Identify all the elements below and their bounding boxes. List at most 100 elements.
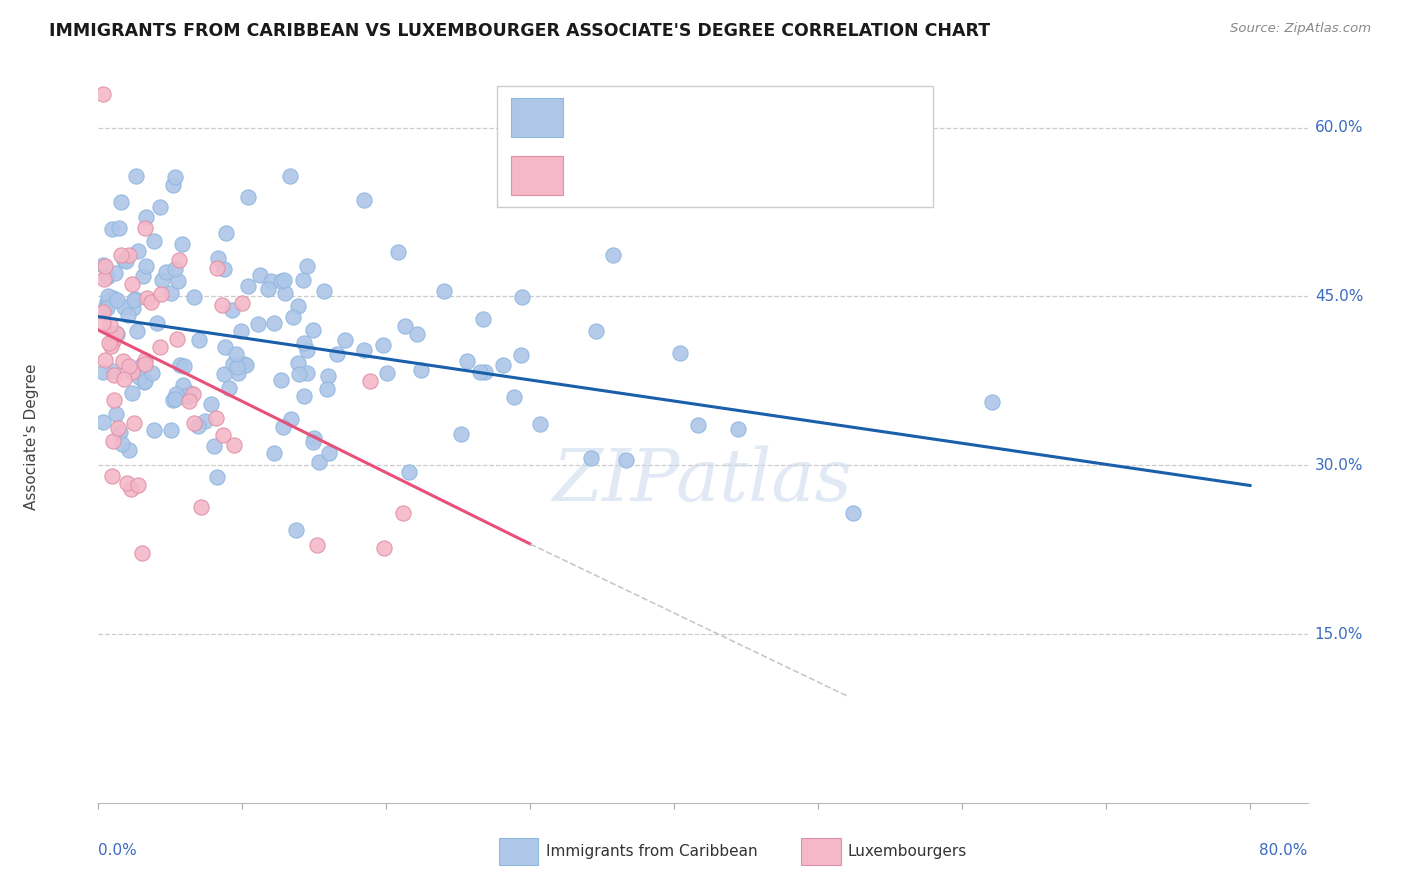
Point bbox=[97, 289, 120, 303]
Point bbox=[224, 438, 246, 452]
Point bbox=[450, 426, 472, 441]
Point bbox=[136, 291, 159, 305]
Point bbox=[107, 220, 129, 235]
Point bbox=[98, 318, 121, 332]
Point bbox=[187, 419, 209, 434]
Point bbox=[221, 302, 243, 317]
Point bbox=[281, 310, 304, 325]
Point bbox=[194, 413, 217, 427]
Point bbox=[529, 417, 551, 431]
Point bbox=[127, 477, 149, 491]
Point bbox=[94, 299, 117, 313]
Point bbox=[585, 324, 607, 338]
Point bbox=[270, 373, 292, 387]
Point bbox=[456, 353, 478, 368]
Point bbox=[190, 500, 212, 514]
Point bbox=[312, 285, 335, 299]
Point bbox=[387, 245, 409, 260]
Point bbox=[398, 465, 420, 479]
Point bbox=[579, 451, 602, 466]
Point bbox=[302, 431, 325, 445]
Point bbox=[155, 265, 177, 279]
Point bbox=[150, 273, 173, 287]
Point bbox=[287, 299, 309, 313]
Point bbox=[91, 305, 114, 319]
Point bbox=[263, 445, 285, 459]
Point bbox=[104, 266, 127, 280]
Point bbox=[727, 422, 749, 436]
Point bbox=[112, 300, 135, 314]
Point bbox=[183, 417, 205, 431]
Point bbox=[273, 273, 295, 287]
Point bbox=[211, 298, 233, 312]
Point bbox=[215, 226, 238, 240]
Point bbox=[110, 195, 132, 210]
Point bbox=[118, 248, 141, 262]
Point bbox=[179, 385, 201, 400]
Point bbox=[205, 470, 228, 484]
Point bbox=[218, 381, 240, 395]
Point bbox=[101, 363, 124, 377]
Text: 80.0%: 80.0% bbox=[1260, 843, 1308, 858]
Point bbox=[183, 290, 205, 304]
Text: 60.0%: 60.0% bbox=[1315, 120, 1364, 135]
Text: 45.0%: 45.0% bbox=[1315, 289, 1364, 304]
Point bbox=[160, 285, 183, 300]
Text: ZIPatlas: ZIPatlas bbox=[553, 446, 853, 516]
Point bbox=[202, 439, 225, 453]
Point bbox=[132, 269, 155, 284]
Point bbox=[470, 365, 492, 379]
Point bbox=[214, 367, 236, 381]
Point bbox=[163, 392, 186, 406]
Point bbox=[249, 268, 271, 283]
Point bbox=[163, 262, 186, 277]
Point bbox=[280, 412, 302, 426]
Point bbox=[134, 374, 156, 388]
Point bbox=[406, 326, 429, 341]
Point bbox=[172, 236, 194, 251]
Point bbox=[111, 354, 134, 368]
Point bbox=[167, 274, 190, 288]
Point bbox=[233, 357, 256, 371]
Point bbox=[173, 359, 195, 374]
Point bbox=[271, 420, 294, 434]
Point bbox=[205, 410, 228, 425]
Point bbox=[115, 475, 138, 490]
Point bbox=[177, 394, 200, 409]
Point bbox=[122, 301, 145, 316]
Point bbox=[122, 293, 145, 307]
Point bbox=[212, 262, 235, 277]
Point bbox=[181, 386, 204, 401]
Point bbox=[270, 274, 292, 288]
Point bbox=[120, 482, 142, 496]
Point bbox=[91, 87, 114, 101]
Point bbox=[96, 301, 118, 315]
Point bbox=[120, 362, 142, 376]
Point bbox=[226, 360, 249, 375]
Point bbox=[492, 358, 515, 372]
Point bbox=[98, 335, 121, 350]
Point bbox=[169, 253, 191, 268]
Point bbox=[373, 541, 395, 555]
Point bbox=[132, 375, 155, 389]
Point bbox=[200, 397, 222, 411]
Point bbox=[335, 334, 357, 348]
Text: 30.0%: 30.0% bbox=[1315, 458, 1364, 473]
Point bbox=[93, 259, 115, 273]
Point bbox=[134, 352, 156, 367]
Point bbox=[101, 434, 124, 448]
Point bbox=[110, 247, 132, 261]
Point bbox=[353, 193, 375, 207]
Point bbox=[124, 293, 146, 307]
Point bbox=[105, 293, 128, 307]
Point bbox=[509, 348, 531, 362]
Text: 15.0%: 15.0% bbox=[1315, 626, 1364, 641]
Point bbox=[308, 455, 330, 469]
Text: Associate's Degree: Associate's Degree bbox=[24, 364, 39, 510]
Point bbox=[278, 169, 301, 184]
Point bbox=[103, 393, 125, 408]
Point bbox=[143, 234, 166, 248]
Point bbox=[980, 395, 1002, 409]
Point bbox=[134, 357, 156, 371]
Point bbox=[131, 546, 153, 560]
